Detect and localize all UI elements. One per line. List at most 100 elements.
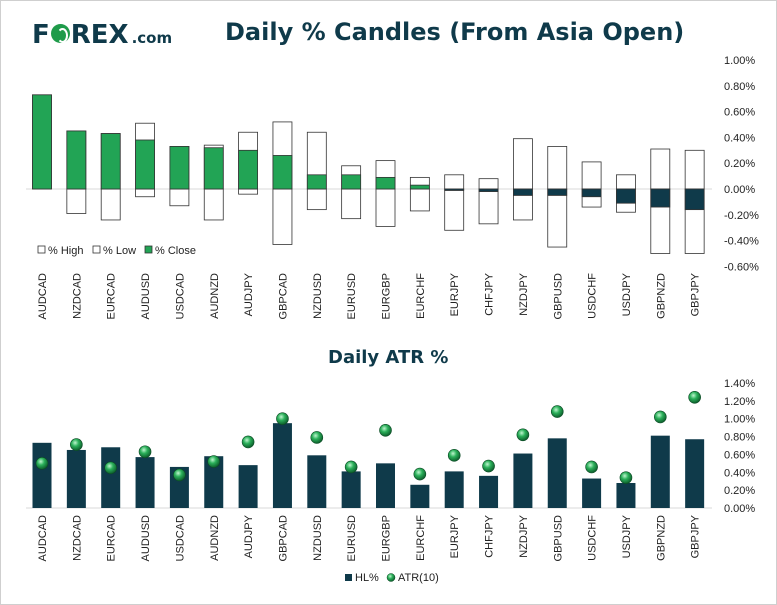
candle-low-bar <box>238 188 259 195</box>
candle-close-bar <box>100 133 121 190</box>
candles-legend-label: % High <box>48 245 83 257</box>
atr10-marker <box>688 390 701 404</box>
candle-low-bar <box>272 188 293 245</box>
atr-x-tick-label: EURCHF <box>415 515 427 561</box>
candle-high-bar <box>616 174 636 190</box>
candles-y-tick-label: 1.00% <box>724 55 755 67</box>
atr-x-tick-label: GBPNZD <box>655 515 667 561</box>
candle-low-bar <box>444 188 465 231</box>
candles-y-tick-label: 0.60% <box>724 107 755 119</box>
atr-hl-bar <box>376 463 395 508</box>
candles-x-tick-label: EURCAD <box>106 273 118 320</box>
candle-high-bar <box>650 148 671 190</box>
atr-x-tick-label: EURUSD <box>346 515 358 562</box>
candles-x-tick-label: AUDJPY <box>243 272 255 316</box>
atr-hl-bar <box>135 457 155 508</box>
atr-hl-bar <box>66 449 86 508</box>
candles-y-tick-label: 0.20% <box>724 158 755 170</box>
atr10-marker <box>516 428 530 442</box>
atr10-marker <box>550 405 564 418</box>
atr10-marker <box>104 461 117 475</box>
atr-y-tick-label: 0.20% <box>724 485 755 497</box>
atr10-marker <box>379 424 392 437</box>
atr-hl-bar <box>479 475 499 508</box>
atr-hl-bar <box>204 456 224 508</box>
candles-y-tick-label: -0.20% <box>724 210 759 222</box>
atr-x-tick-label: AUDCAD <box>37 515 49 562</box>
atr-hl-bar <box>238 465 258 508</box>
atr-legend-label-hl: HL% <box>355 572 379 584</box>
atr-hl-bar <box>101 447 121 508</box>
candle-close-bar <box>272 155 293 190</box>
candle-close-bar <box>238 149 259 190</box>
candle-high-bar <box>581 161 602 190</box>
atr10-marker <box>35 457 49 470</box>
candles-x-tick-label: AUDNZD <box>209 273 221 319</box>
atr-x-tick-label: EURCAD <box>106 515 118 562</box>
atr10-marker <box>138 445 152 459</box>
candles-y-tick-label: 0.80% <box>724 81 755 93</box>
atr10-marker <box>310 431 324 444</box>
candle-close-bar <box>547 188 568 196</box>
candle-close-bar <box>66 130 87 190</box>
candle-close-bar <box>341 174 362 190</box>
candle-high-bar <box>684 149 705 190</box>
candles-legend-label: % Close <box>155 245 196 257</box>
atr-x-tick-label: USDJPY <box>621 514 633 558</box>
atr-y-tick-label: 1.40% <box>724 378 755 390</box>
atr10-marker <box>585 460 598 474</box>
logo-o-coin-icon <box>50 24 70 43</box>
candle-high-bar <box>444 174 465 190</box>
atr-hl-bar <box>272 423 292 508</box>
atr-hl-bar <box>547 438 567 508</box>
candle-close-bar <box>32 94 52 190</box>
atr10-marker <box>344 460 358 474</box>
atr-hl-bar <box>32 442 52 508</box>
atr-x-tick-label: AUDUSD <box>140 515 152 562</box>
candle-low-bar <box>409 188 430 212</box>
logo-suffix: REX <box>70 20 129 50</box>
candles-x-tick-label: USDJPY <box>621 272 633 316</box>
candle-low-bar <box>100 188 121 221</box>
candles-x-tick-label: USDCAD <box>174 273 186 320</box>
candles-legend-swatch <box>144 245 153 254</box>
atr10-marker <box>70 438 83 451</box>
candles-y-tick-label: -0.40% <box>724 236 759 248</box>
atr-y-tick-label: 0.80% <box>724 432 755 444</box>
candles-x-tick-label: GBPUSD <box>552 273 564 320</box>
candles-x-tick-label: USDCHF <box>587 273 599 319</box>
candle-high-bar <box>547 146 568 190</box>
atr-hl-bar <box>582 478 602 508</box>
candle-low-bar <box>547 188 568 248</box>
candle-low-bar <box>375 188 396 227</box>
atr-x-tick-label: NZDCAD <box>71 515 83 561</box>
candles-x-tick-label: GBPJPY <box>690 272 702 316</box>
atr-hl-bar <box>444 471 464 508</box>
logo-prefix: F <box>32 20 50 50</box>
candles-x-tick-label: EURGBP <box>381 273 393 319</box>
candles-y-tick-label: -0.60% <box>724 261 759 273</box>
atr-hl-bar <box>410 484 430 508</box>
candles-x-tick-label: NZDJPY <box>518 272 530 315</box>
candle-close-bar <box>650 188 671 208</box>
atr-hl-bar <box>307 455 327 508</box>
candles-x-tick-label: GBPCAD <box>277 273 289 320</box>
candle-close-bar <box>409 184 430 190</box>
atr-x-tick-label: GBPCAD <box>277 515 289 562</box>
candles-x-tick-label: NZDUSD <box>312 273 324 319</box>
candle-close-bar <box>478 188 499 192</box>
atr-y-tick-label: 0.40% <box>724 467 755 479</box>
atr-legend-label-atr10: ATR(10) <box>398 572 439 584</box>
candle-low-bar <box>341 188 362 220</box>
candles-chart-title: Daily % Candles (From Asia Open) <box>225 18 685 46</box>
atr-x-tick-label: USDCAD <box>174 515 186 562</box>
atr10-marker <box>413 467 427 481</box>
atr-y-tick-label: 1.20% <box>724 396 755 408</box>
candles-y-tick-label: 0.00% <box>724 184 755 196</box>
atr-x-tick-label: GBPUSD <box>552 515 564 562</box>
atr10-marker <box>173 468 186 482</box>
atr-hl-bar <box>650 435 670 508</box>
candle-close-bar <box>444 188 465 191</box>
atr-legend-swatch-hl <box>345 574 352 581</box>
atr-hl-bar <box>341 471 361 508</box>
